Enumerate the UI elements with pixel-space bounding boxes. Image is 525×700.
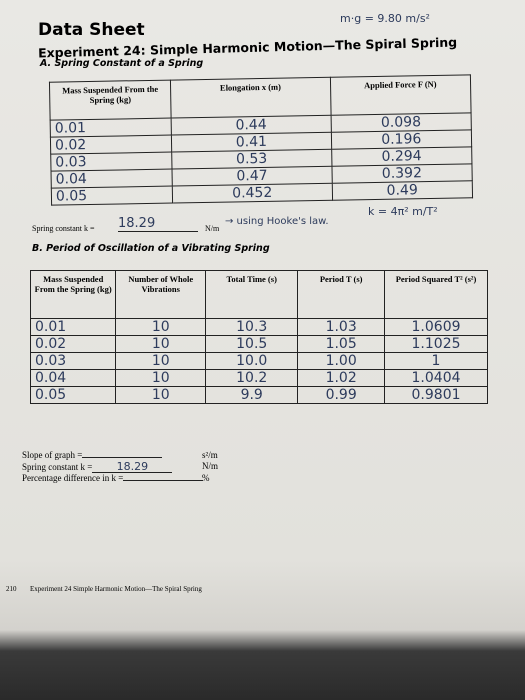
handwritten-note: m·g = 9.80 m/s² [340,12,430,25]
cell: 1.1025 [384,335,488,353]
table-a: Mass Suspended From the Spring (kg) Elong… [49,74,473,206]
cell: 0.49 [331,180,473,201]
column-header: Number of Whole Vibrations [115,270,207,319]
result-line: Slope of graph = s²/m [22,450,218,461]
cell: 0.01 [50,118,172,138]
label: Percentage difference in k = [22,473,124,483]
result-line: Spring constant k = 18.29 N/m [22,461,218,473]
section-heading: A. Spring Constant of a Spring [40,58,204,69]
cell: 10.0 [205,352,299,370]
cell: 0.02 [29,335,117,353]
cell: 0.03 [50,152,173,172]
results: Slope of graph = s²/m Spring constant k = 1… [22,450,218,484]
value: 18.29 [92,461,173,473]
cell: 1.0609 [384,318,488,336]
cell: 0.9801 [384,386,488,404]
cell: 10.2 [205,369,299,387]
page-number: 210 [6,585,17,593]
row: 0.01 10 10.3 1.03 1.0609 [29,318,488,336]
cell: 0.04 [51,169,173,189]
unit: N/m [205,224,220,233]
value [123,480,204,481]
cell: 0.03 [29,352,117,370]
cell: 0.99 [297,386,386,404]
column-header: Mass Suspended From the Spring (kg) [29,270,117,319]
value [82,457,163,458]
unit: s²/m [202,450,218,460]
cell: 10 [115,386,207,404]
header-row: Mass Suspended From the Spring (kg) Numbe… [29,270,488,319]
value: 18.29 [118,216,198,232]
table-b: Mass Suspended From the Spring (kg) Numbe… [29,270,488,404]
cell: 0.05 [29,386,117,404]
column-header: Elongation x (m) [170,77,331,119]
unit: % [202,473,210,483]
cell: 0.452 [172,183,333,204]
title: Data Sheet [38,20,145,40]
cell: 10 [115,369,207,387]
cell: 0.04 [29,369,117,387]
cell: 1.00 [297,352,386,370]
handwritten-formula: k = 4π² m/T² [368,205,438,218]
row: 0.03 10 10.0 1.00 1 [29,352,488,370]
cell: 10 [115,318,207,336]
cell: 10.5 [205,335,299,353]
column-header: Period Squared T² (s²) [384,270,488,319]
footer: Experiment 24 Simple Harmonic Motion—The… [30,585,202,593]
cell: 1.03 [297,318,386,336]
cell: 1.05 [297,335,386,353]
row: 0.02 10 10.5 1.05 1.1025 [29,335,488,353]
column-header: Total Time (s) [205,270,299,319]
label: Spring constant k = [22,462,93,472]
cell: 10 [115,352,207,370]
row: 0.04 10 10.2 1.02 1.0404 [29,369,488,387]
handwritten-note: → using Hooke's law. [225,216,329,227]
section-heading: B. Period of Oscillation of a Vibrating … [32,243,270,254]
unit: N/m [202,461,219,471]
cell: 1.0404 [384,369,488,387]
column-header: Mass Suspended From the Spring (kg) [49,80,172,121]
label: Slope of graph = [22,450,83,460]
cell: 1.02 [297,369,386,387]
column-header: Period T (s) [297,270,386,319]
row: 0.05 10 9.9 0.99 0.9801 [29,386,488,404]
result-line: Percentage difference in k =% [22,473,210,484]
cell: 0.01 [29,318,117,336]
cell: 10.3 [205,318,299,336]
column-header: Applied Force F (N) [329,74,472,116]
cell: 10 [115,335,207,353]
cell: 9.9 [205,386,299,404]
cell: 0.05 [51,186,173,206]
cell: 1 [384,352,488,370]
cell: 0.02 [50,135,172,155]
label: Spring constant k = [32,224,95,233]
